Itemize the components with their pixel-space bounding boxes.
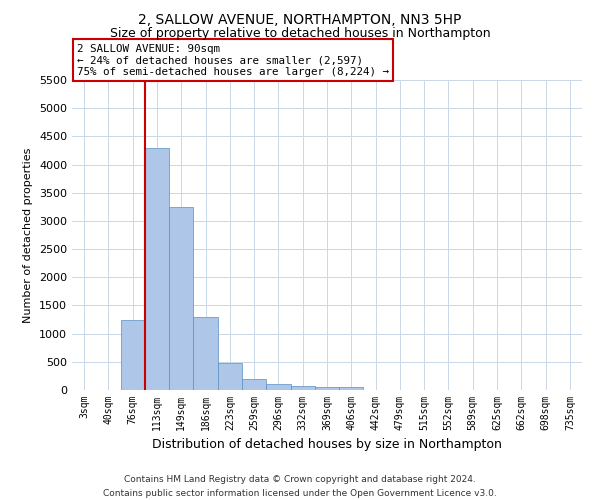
Text: Size of property relative to detached houses in Northampton: Size of property relative to detached ho…: [110, 28, 490, 40]
Bar: [193, 316, 218, 390]
Bar: [169, 207, 193, 390]
Bar: [339, 387, 364, 390]
Text: Contains HM Land Registry data © Crown copyright and database right 2024.
Contai: Contains HM Land Registry data © Crown c…: [103, 476, 497, 498]
Bar: [242, 378, 266, 390]
Bar: [315, 386, 339, 390]
Y-axis label: Number of detached properties: Number of detached properties: [23, 148, 34, 322]
Bar: [266, 384, 290, 390]
X-axis label: Distribution of detached houses by size in Northampton: Distribution of detached houses by size …: [152, 438, 502, 452]
Bar: [218, 363, 242, 390]
Text: 2 SALLOW AVENUE: 90sqm
← 24% of detached houses are smaller (2,597)
75% of semi-: 2 SALLOW AVENUE: 90sqm ← 24% of detached…: [77, 44, 389, 77]
Text: 2, SALLOW AVENUE, NORTHAMPTON, NN3 5HP: 2, SALLOW AVENUE, NORTHAMPTON, NN3 5HP: [139, 12, 461, 26]
Bar: [121, 320, 145, 390]
Bar: [145, 148, 169, 390]
Bar: [290, 386, 315, 390]
